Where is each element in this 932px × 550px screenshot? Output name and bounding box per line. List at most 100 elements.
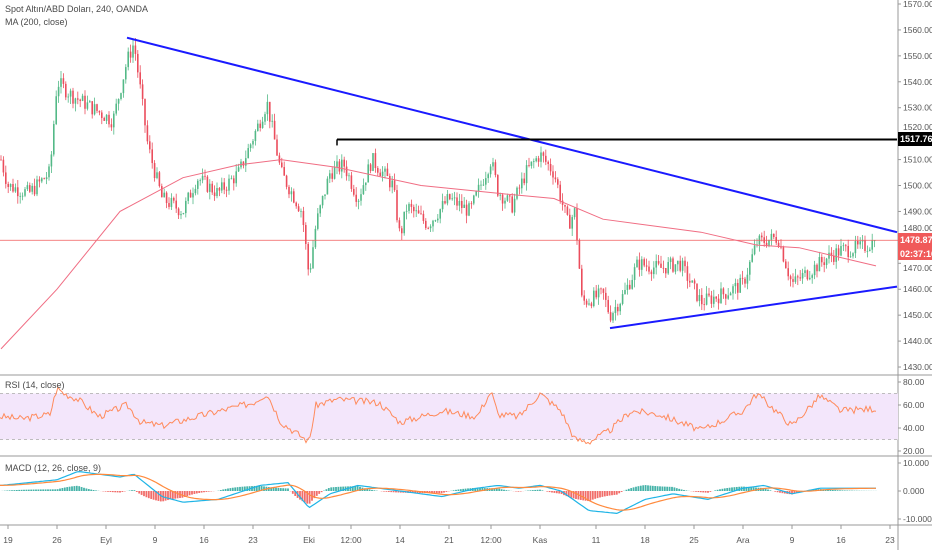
candle-down: [595, 290, 597, 298]
candle-up: [362, 185, 365, 195]
candle-down: [547, 161, 549, 164]
macd-histogram-bar: [704, 491, 707, 493]
macd-histogram-bar: [68, 486, 71, 491]
candle-up: [300, 210, 302, 212]
signal-line: [0, 473, 876, 511]
candle-up: [441, 201, 444, 210]
macd-histogram-bar: [697, 491, 700, 493]
level-tag-bg: [898, 132, 932, 146]
candle-down: [564, 204, 566, 207]
candle-down: [305, 225, 307, 244]
macd-histogram-bar: [443, 491, 445, 493]
macd-histogram-bar: [176, 491, 179, 499]
macd-tick-label: 10.000: [903, 458, 929, 468]
price-tick-label: 1510.000: [903, 155, 932, 165]
macd-histogram-bar: [59, 488, 61, 491]
candle-up: [641, 259, 643, 270]
candle-down: [605, 292, 607, 300]
candle-down: [542, 152, 545, 156]
candle-up: [317, 213, 319, 229]
candle-down: [242, 161, 245, 166]
candle-up: [475, 191, 477, 196]
candle-down: [660, 263, 662, 268]
macd-histogram-bar: [306, 491, 309, 504]
price-tick-label: 1450.000: [903, 310, 932, 320]
candle-up: [458, 200, 461, 206]
macd-histogram-bar: [464, 488, 467, 491]
macd-histogram-bar: [433, 491, 436, 494]
candle-up: [264, 114, 266, 122]
macd-histogram-bar: [8, 490, 11, 491]
macd-histogram-bar: [349, 486, 352, 491]
candle-up: [506, 195, 509, 201]
macd-histogram-bar: [150, 491, 153, 499]
candle-up: [372, 153, 374, 171]
macd-histogram-bar: [493, 488, 496, 491]
candle-up: [432, 220, 434, 227]
macd-histogram-bar: [719, 489, 721, 491]
macd-histogram-bar: [255, 485, 258, 491]
candle-up: [192, 193, 194, 198]
candle-down: [420, 213, 422, 215]
macd-legend[interactable]: MACD (12, 26, close, 9): [5, 463, 102, 473]
candle-down: [581, 268, 583, 296]
macd-histogram-bar: [671, 486, 673, 491]
macd-histogram-bar: [731, 487, 733, 491]
axes[interactable]: 1570.000 1560.000 1550.000 1540.000 1530.000…: [3, 0, 932, 545]
candle-down: [91, 101, 93, 115]
symbol-legend[interactable]: Spot Altın/ABD Doları, 240, OANDA: [5, 4, 149, 14]
rsi-line: [0, 385, 877, 445]
macd-histogram-bar: [385, 491, 388, 492]
candle-down: [792, 279, 794, 282]
candle-up: [492, 162, 494, 167]
macd-histogram-bar: [555, 491, 558, 494]
ma-legend[interactable]: MA (200, close): [5, 17, 68, 27]
time-tick-label: Ara: [736, 535, 750, 545]
macd-histogram-bar: [467, 488, 469, 491]
candle-down: [374, 153, 377, 169]
price-tick-label: 1480.000: [903, 223, 932, 233]
macd-histogram-bar: [47, 489, 49, 491]
macd-histogram-bar: [145, 491, 148, 498]
macd-histogram-bar: [222, 489, 225, 491]
price-tick-label: 1520.000: [903, 122, 932, 132]
candle-down: [101, 112, 103, 118]
macd-histogram-bar: [85, 488, 88, 491]
candle-up: [624, 289, 626, 295]
macd-histogram-bar: [459, 489, 462, 491]
macd-histogram-bar: [13, 490, 16, 491]
macd-histogram-bar: [111, 491, 114, 493]
macd-histogram-bar: [575, 491, 577, 499]
candle-up: [187, 192, 189, 201]
candle-down: [393, 180, 396, 191]
candle-up: [681, 260, 684, 271]
macd-histogram-bar: [224, 488, 227, 491]
candle-up: [513, 198, 516, 213]
candle-down: [297, 206, 300, 212]
candle-down: [302, 210, 305, 226]
time-tick-label: 14: [395, 535, 405, 545]
macd-histogram-bar: [308, 491, 311, 504]
candle-down: [72, 90, 74, 104]
candle-down: [833, 255, 835, 262]
macd-tick-label: -10.000: [903, 514, 932, 524]
macd-histogram-bar: [539, 489, 541, 491]
candle-up: [221, 182, 223, 191]
rsi-legend[interactable]: RSI (14, close): [5, 380, 65, 390]
candle-down: [269, 101, 271, 122]
candle-up: [321, 195, 324, 206]
candle-down: [689, 280, 691, 283]
candle-down: [864, 240, 866, 251]
macd-histogram-bar: [435, 491, 438, 494]
macd-histogram-bar: [73, 486, 76, 491]
candle-down: [175, 200, 177, 209]
macd-histogram-bar: [776, 491, 779, 493]
candle-down: [650, 271, 653, 275]
candle-up: [535, 158, 537, 162]
overlays: [0, 36, 898, 350]
macd-histogram-bar: [651, 485, 654, 491]
macd-histogram-bar: [570, 491, 573, 498]
macd-histogram-bar: [37, 489, 40, 491]
macd-histogram-bar: [114, 491, 117, 493]
